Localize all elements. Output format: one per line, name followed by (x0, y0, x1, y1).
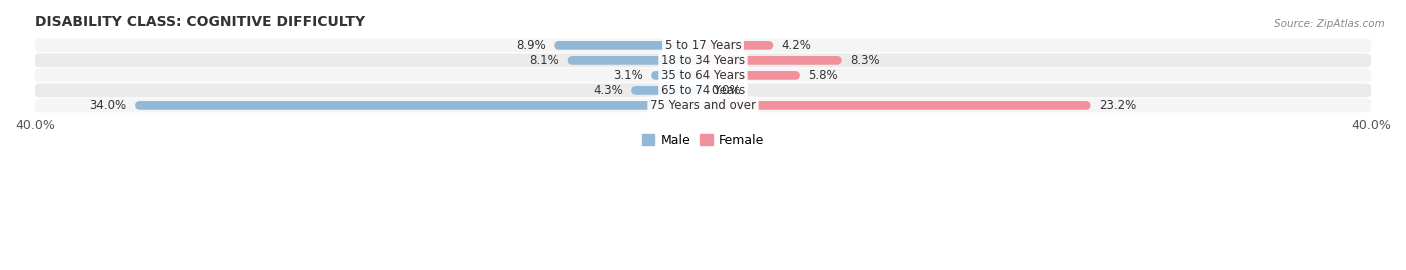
FancyBboxPatch shape (651, 71, 703, 80)
Text: 4.3%: 4.3% (593, 84, 623, 97)
Text: 65 to 74 Years: 65 to 74 Years (661, 84, 745, 97)
FancyBboxPatch shape (703, 41, 773, 50)
FancyBboxPatch shape (703, 56, 842, 65)
Text: Source: ZipAtlas.com: Source: ZipAtlas.com (1274, 19, 1385, 29)
Legend: Male, Female: Male, Female (637, 129, 769, 152)
FancyBboxPatch shape (35, 99, 1371, 112)
Text: 75 Years and over: 75 Years and over (650, 99, 756, 112)
Text: 8.9%: 8.9% (516, 39, 546, 52)
Text: 23.2%: 23.2% (1099, 99, 1136, 112)
FancyBboxPatch shape (703, 71, 800, 80)
Text: 18 to 34 Years: 18 to 34 Years (661, 54, 745, 67)
FancyBboxPatch shape (703, 101, 1091, 110)
FancyBboxPatch shape (35, 53, 1371, 67)
FancyBboxPatch shape (554, 41, 703, 50)
FancyBboxPatch shape (568, 56, 703, 65)
Text: 5 to 17 Years: 5 to 17 Years (665, 39, 741, 52)
Text: 8.1%: 8.1% (530, 54, 560, 67)
Text: 5.8%: 5.8% (808, 69, 838, 82)
FancyBboxPatch shape (35, 38, 1371, 52)
Text: DISABILITY CLASS: COGNITIVE DIFFICULTY: DISABILITY CLASS: COGNITIVE DIFFICULTY (35, 15, 366, 29)
FancyBboxPatch shape (135, 101, 703, 110)
FancyBboxPatch shape (631, 86, 703, 95)
Text: 4.2%: 4.2% (782, 39, 811, 52)
Text: 0.0%: 0.0% (711, 84, 741, 97)
Text: 3.1%: 3.1% (613, 69, 643, 82)
Text: 35 to 64 Years: 35 to 64 Years (661, 69, 745, 82)
Text: 34.0%: 34.0% (90, 99, 127, 112)
FancyBboxPatch shape (35, 83, 1371, 97)
Text: 8.3%: 8.3% (851, 54, 880, 67)
FancyBboxPatch shape (35, 69, 1371, 82)
